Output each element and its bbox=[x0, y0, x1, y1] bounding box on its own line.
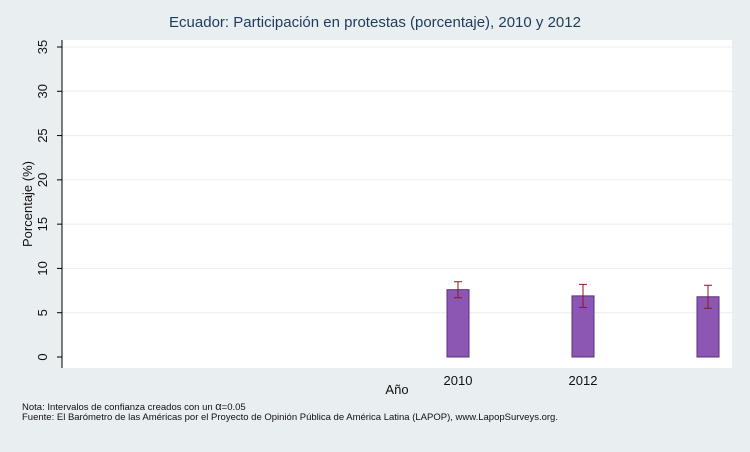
x-axis-label: Año bbox=[385, 382, 408, 397]
y-tick-label: 5 bbox=[35, 309, 50, 316]
chart-title: Ecuador: Participación en protestas (por… bbox=[169, 14, 581, 31]
bar-layer bbox=[446, 281, 720, 358]
note-prefix: Nota: Intervalos de confianza creados co… bbox=[22, 402, 216, 413]
note-suffix: =0.05 bbox=[221, 402, 246, 413]
y-tick-label: 10 bbox=[35, 261, 50, 275]
source-note: Fuente: El Barómetro de las Américas por… bbox=[22, 412, 558, 423]
plot-area bbox=[62, 40, 732, 368]
y-tick-label: 25 bbox=[35, 128, 50, 142]
y-tick-label: 30 bbox=[35, 84, 50, 98]
axis-layer: 0 5 10 15 20 25 30 35 2010 2012 bbox=[35, 40, 597, 388]
bar bbox=[446, 289, 470, 358]
x-tick-label: 2012 bbox=[569, 373, 598, 388]
y-tick-label: 20 bbox=[35, 173, 50, 187]
grid-layer bbox=[62, 46, 732, 314]
y-axis-label: Porcentaje (%) bbox=[20, 161, 35, 247]
alpha-symbol: α bbox=[215, 401, 222, 413]
confidence-note: Nota: Intervalos de confianza creados co… bbox=[22, 401, 246, 413]
y-tick-label: 0 bbox=[35, 353, 50, 360]
y-tick-label: 35 bbox=[35, 40, 50, 54]
y-tick-label: 15 bbox=[35, 217, 50, 231]
x-tick-label: 2010 bbox=[444, 373, 473, 388]
